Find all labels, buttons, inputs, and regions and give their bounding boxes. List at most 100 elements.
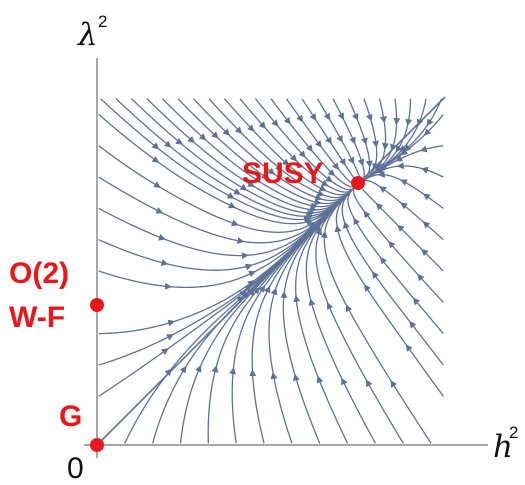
stream-arrow (421, 248, 429, 257)
stream-arrow (339, 157, 346, 166)
stream-arrow (234, 126, 243, 134)
stream-arrow (375, 202, 384, 211)
wilson-fisher-fixed-point (90, 298, 104, 312)
stream-arrow (267, 167, 276, 175)
stream-arrow (151, 142, 160, 150)
stream-arrow (155, 207, 164, 214)
streamline (323, 188, 432, 444)
stream-arrow (388, 240, 396, 249)
stream-arrow (211, 131, 219, 139)
stream-arrow (399, 144, 408, 153)
stream-arrow (426, 118, 434, 127)
stream-arrow (236, 295, 244, 304)
stream-arrow (380, 256, 388, 265)
stream-arrow (326, 302, 334, 310)
stream-arrow (164, 368, 172, 377)
stream-arrow (349, 136, 356, 145)
wf-label-line1: O(2) (9, 257, 69, 290)
stream-arrow (151, 156, 160, 163)
stream-arrow (253, 176, 262, 183)
susy-label: SUSY (242, 157, 324, 190)
stream-arrow (247, 279, 255, 288)
stream-arrow (323, 112, 331, 121)
stream-arrow (417, 273, 425, 282)
gaussian-fixed-point (90, 438, 104, 452)
y-axis-label: λ (76, 17, 98, 53)
streamline (305, 188, 376, 444)
streamline (347, 188, 444, 335)
stream-arrow (314, 140, 322, 148)
stream-arrow (198, 133, 207, 141)
stream-arrow (160, 348, 169, 356)
stream-arrow (325, 175, 333, 183)
stream-arrow (263, 285, 271, 294)
streamline (208, 98, 354, 199)
stream-arrow (296, 114, 304, 123)
streamline (177, 98, 354, 205)
streamline (162, 98, 354, 208)
stream-arrow (353, 217, 360, 226)
stream-arrow (247, 288, 255, 297)
streamline (231, 188, 354, 444)
stream-arrow (395, 154, 404, 162)
stream-arrow (247, 124, 255, 132)
stream-arrow (289, 154, 297, 162)
streamline (152, 188, 354, 444)
streamline (100, 98, 354, 221)
stream-arrow (363, 210, 371, 219)
streamline (315, 188, 404, 444)
stream-arrow (395, 144, 403, 153)
streamline (347, 98, 371, 181)
gaussian-label: G (59, 400, 82, 433)
streamline (295, 187, 355, 444)
stream-arrow (400, 148, 409, 156)
stream-arrow (371, 271, 379, 279)
stream-arrow (347, 156, 355, 165)
stream-arrow (163, 140, 172, 148)
stream-arrow (325, 136, 332, 145)
stream-arrow (320, 179, 329, 187)
stream-arrow (341, 377, 348, 386)
stream-arrow (365, 379, 373, 388)
stream-arrow (298, 150, 306, 158)
stream-arrow (239, 183, 248, 191)
stream-arrow (309, 113, 317, 121)
stream-arrow (422, 193, 431, 201)
stream-arrow (260, 172, 269, 180)
stream-arrow (233, 188, 242, 195)
stream-arrow (397, 224, 405, 232)
stream-arrow (153, 181, 161, 188)
separatrix-line (96, 96, 446, 446)
streamline (352, 188, 444, 303)
stream-arrow (378, 163, 387, 171)
stream-arrow (312, 224, 320, 232)
stream-arrow (400, 202, 408, 210)
susy-fixed-point (351, 176, 365, 190)
stream-arrow (244, 284, 252, 292)
streamline (98, 145, 354, 233)
stream-arrow (275, 163, 283, 171)
streamline (341, 188, 444, 366)
x-axis-label: h (493, 429, 513, 465)
stream-arrow (258, 121, 266, 129)
x-axis-label-exponent: 2 (509, 423, 518, 442)
stream-arrow (422, 221, 431, 229)
stream-arrow (327, 168, 336, 177)
stream-arrow (308, 222, 317, 230)
stream-arrow (332, 162, 340, 170)
streamline (98, 113, 354, 225)
stream-arrow (283, 116, 291, 125)
y-axis-label-exponent: 2 (98, 12, 107, 31)
stream-arrow (248, 270, 256, 278)
stream-arrow (179, 365, 187, 374)
stream-arrow (405, 344, 413, 352)
origin-label: 0 (67, 452, 84, 485)
stream-arrow (222, 128, 230, 136)
streamline (98, 188, 354, 257)
stream-arrow (363, 284, 371, 292)
stream-arrow (351, 112, 359, 121)
stream-arrow (239, 290, 247, 298)
stream-arrow (258, 285, 266, 293)
stream-arrow (187, 135, 195, 144)
